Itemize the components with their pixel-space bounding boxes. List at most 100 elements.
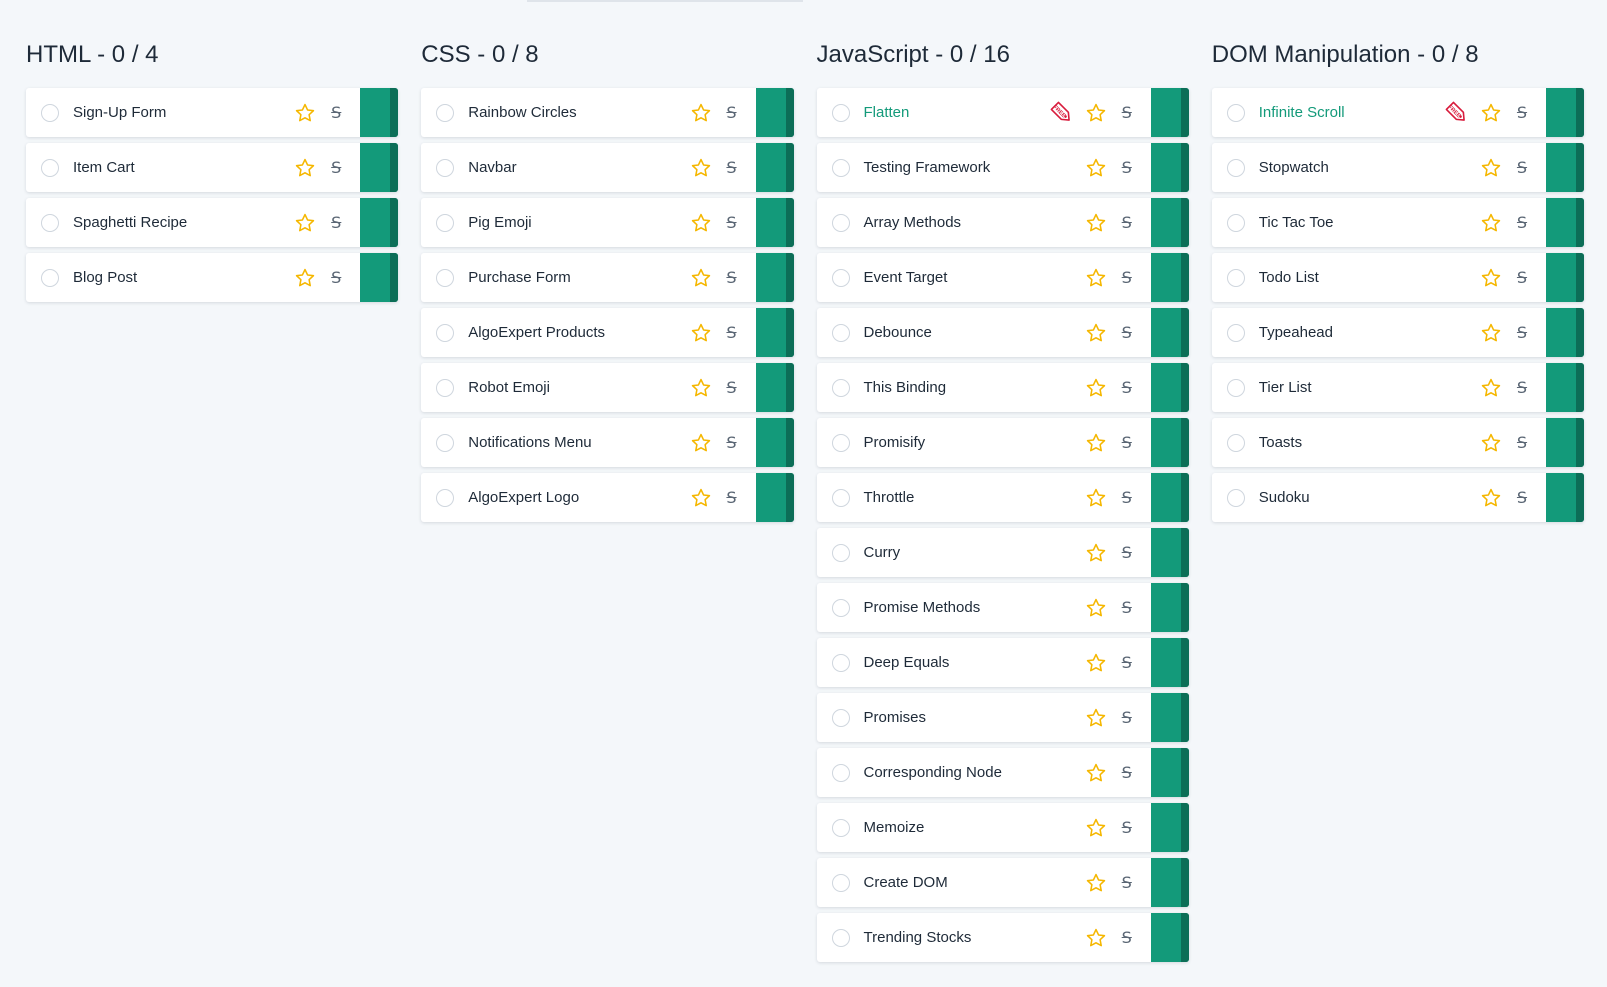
open-question-tab[interactable] [755, 253, 794, 302]
completion-checkbox-icon[interactable] [1226, 323, 1245, 342]
question-item[interactable]: Corresponding Node S [816, 748, 1189, 797]
strikethrough-icon[interactable]: S [331, 268, 342, 287]
completion-checkbox-icon[interactable] [1226, 103, 1245, 122]
question-name[interactable]: Infinite Scroll [1258, 104, 1345, 121]
star-icon[interactable] [1084, 431, 1108, 455]
star-icon[interactable] [689, 321, 713, 345]
completion-checkbox-icon[interactable] [1226, 378, 1245, 397]
open-question-tab[interactable] [1150, 858, 1189, 907]
question-name[interactable]: AlgoExpert Logo [468, 489, 580, 506]
strikethrough-icon[interactable]: S [726, 103, 737, 122]
star-icon[interactable] [1479, 486, 1503, 510]
question-item[interactable]: Sudoku S [1211, 473, 1584, 522]
star-icon[interactable] [689, 156, 713, 180]
completion-checkbox-icon[interactable] [436, 268, 455, 287]
completion-checkbox-icon[interactable] [436, 323, 455, 342]
open-question-tab[interactable] [360, 143, 399, 192]
completion-checkbox-icon[interactable] [831, 433, 850, 452]
question-name[interactable]: Trending Stocks [863, 929, 972, 946]
question-item[interactable]: Promises S [816, 693, 1189, 742]
star-icon[interactable] [1084, 211, 1108, 235]
strikethrough-icon[interactable]: S [1121, 763, 1132, 782]
question-item[interactable]: Typeahead S [1211, 308, 1584, 357]
star-icon[interactable] [1479, 101, 1503, 125]
strikethrough-icon[interactable]: S [1121, 158, 1132, 177]
question-name[interactable]: This Binding [863, 379, 947, 396]
open-question-tab[interactable] [360, 198, 399, 247]
completion-checkbox-icon[interactable] [436, 433, 455, 452]
question-name[interactable]: Toasts [1258, 434, 1303, 451]
open-question-tab[interactable] [1150, 528, 1189, 577]
completion-checkbox-icon[interactable] [831, 103, 850, 122]
open-question-tab[interactable] [360, 88, 399, 137]
question-item[interactable]: Todo List S [1211, 253, 1584, 302]
strikethrough-icon[interactable]: S [1121, 378, 1132, 397]
completion-checkbox-icon[interactable] [831, 488, 850, 507]
strikethrough-icon[interactable]: S [1121, 268, 1132, 287]
question-name[interactable]: Promises [863, 709, 927, 726]
open-question-tab[interactable] [1150, 253, 1189, 302]
star-icon[interactable] [1084, 596, 1108, 620]
question-name[interactable]: Deep Equals [863, 654, 950, 671]
question-name[interactable]: Flatten [863, 104, 910, 121]
strikethrough-icon[interactable]: S [1121, 543, 1132, 562]
question-item[interactable]: Blog Post S [26, 253, 399, 302]
star-icon[interactable] [293, 211, 317, 235]
open-question-tab[interactable] [1150, 748, 1189, 797]
completion-checkbox-icon[interactable] [831, 708, 850, 727]
open-question-tab[interactable] [755, 363, 794, 412]
open-question-tab[interactable] [755, 418, 794, 467]
question-item[interactable]: Throttle S [816, 473, 1189, 522]
star-icon[interactable] [1479, 376, 1503, 400]
question-name[interactable]: Debounce [863, 324, 932, 341]
question-item[interactable]: Curry S [816, 528, 1189, 577]
open-question-tab[interactable] [1150, 638, 1189, 687]
open-question-tab[interactable] [1150, 913, 1189, 962]
open-question-tab[interactable] [1150, 693, 1189, 742]
question-name[interactable]: Tic Tac Toe [1258, 214, 1334, 231]
star-icon[interactable] [1084, 376, 1108, 400]
open-question-tab[interactable] [1150, 473, 1189, 522]
strikethrough-icon[interactable]: S [1121, 323, 1132, 342]
question-item[interactable]: Event Target S [816, 253, 1189, 302]
strikethrough-icon[interactable]: S [1516, 433, 1528, 452]
star-icon[interactable] [293, 101, 317, 125]
star-icon[interactable] [1084, 266, 1108, 290]
completion-checkbox-icon[interactable] [1226, 213, 1245, 232]
question-name[interactable]: Stopwatch [1258, 159, 1329, 176]
completion-checkbox-icon[interactable] [436, 488, 455, 507]
question-name[interactable]: Navbar [468, 159, 517, 176]
star-icon[interactable] [293, 156, 317, 180]
strikethrough-icon[interactable]: S [1121, 708, 1132, 727]
question-item[interactable]: Pig Emoji S [421, 198, 794, 247]
strikethrough-icon[interactable]: S [726, 323, 737, 342]
question-item[interactable]: Rainbow Circles S [421, 88, 794, 137]
question-item[interactable]: Infinite Scroll FREE S [1211, 88, 1584, 137]
completion-checkbox-icon[interactable] [436, 103, 455, 122]
completion-checkbox-icon[interactable] [436, 378, 455, 397]
question-item[interactable]: Testing Framework S [816, 143, 1189, 192]
question-name[interactable]: Corresponding Node [863, 764, 1002, 781]
star-icon[interactable] [293, 266, 317, 290]
completion-checkbox-icon[interactable] [1226, 488, 1245, 507]
open-question-tab[interactable] [1546, 418, 1584, 467]
open-question-tab[interactable] [1150, 418, 1189, 467]
star-icon[interactable] [689, 376, 713, 400]
star-icon[interactable] [1479, 156, 1503, 180]
strikethrough-icon[interactable]: S [1121, 818, 1132, 837]
star-icon[interactable] [1084, 101, 1108, 125]
open-question-tab[interactable] [1546, 253, 1584, 302]
question-item[interactable]: Flatten FREE S [816, 88, 1189, 137]
completion-checkbox-icon[interactable] [831, 763, 850, 782]
open-question-tab[interactable] [1546, 198, 1584, 247]
question-item[interactable]: Promise Methods S [816, 583, 1189, 632]
strikethrough-icon[interactable]: S [331, 158, 342, 177]
completion-checkbox-icon[interactable] [831, 873, 850, 892]
completion-checkbox-icon[interactable] [41, 158, 59, 177]
strikethrough-icon[interactable]: S [726, 488, 737, 507]
question-name[interactable]: Rainbow Circles [468, 104, 577, 121]
completion-checkbox-icon[interactable] [831, 378, 850, 397]
question-name[interactable]: Sign-Up Form [73, 104, 167, 121]
question-name[interactable]: Curry [863, 544, 901, 561]
question-item[interactable]: Tic Tac Toe S [1211, 198, 1584, 247]
